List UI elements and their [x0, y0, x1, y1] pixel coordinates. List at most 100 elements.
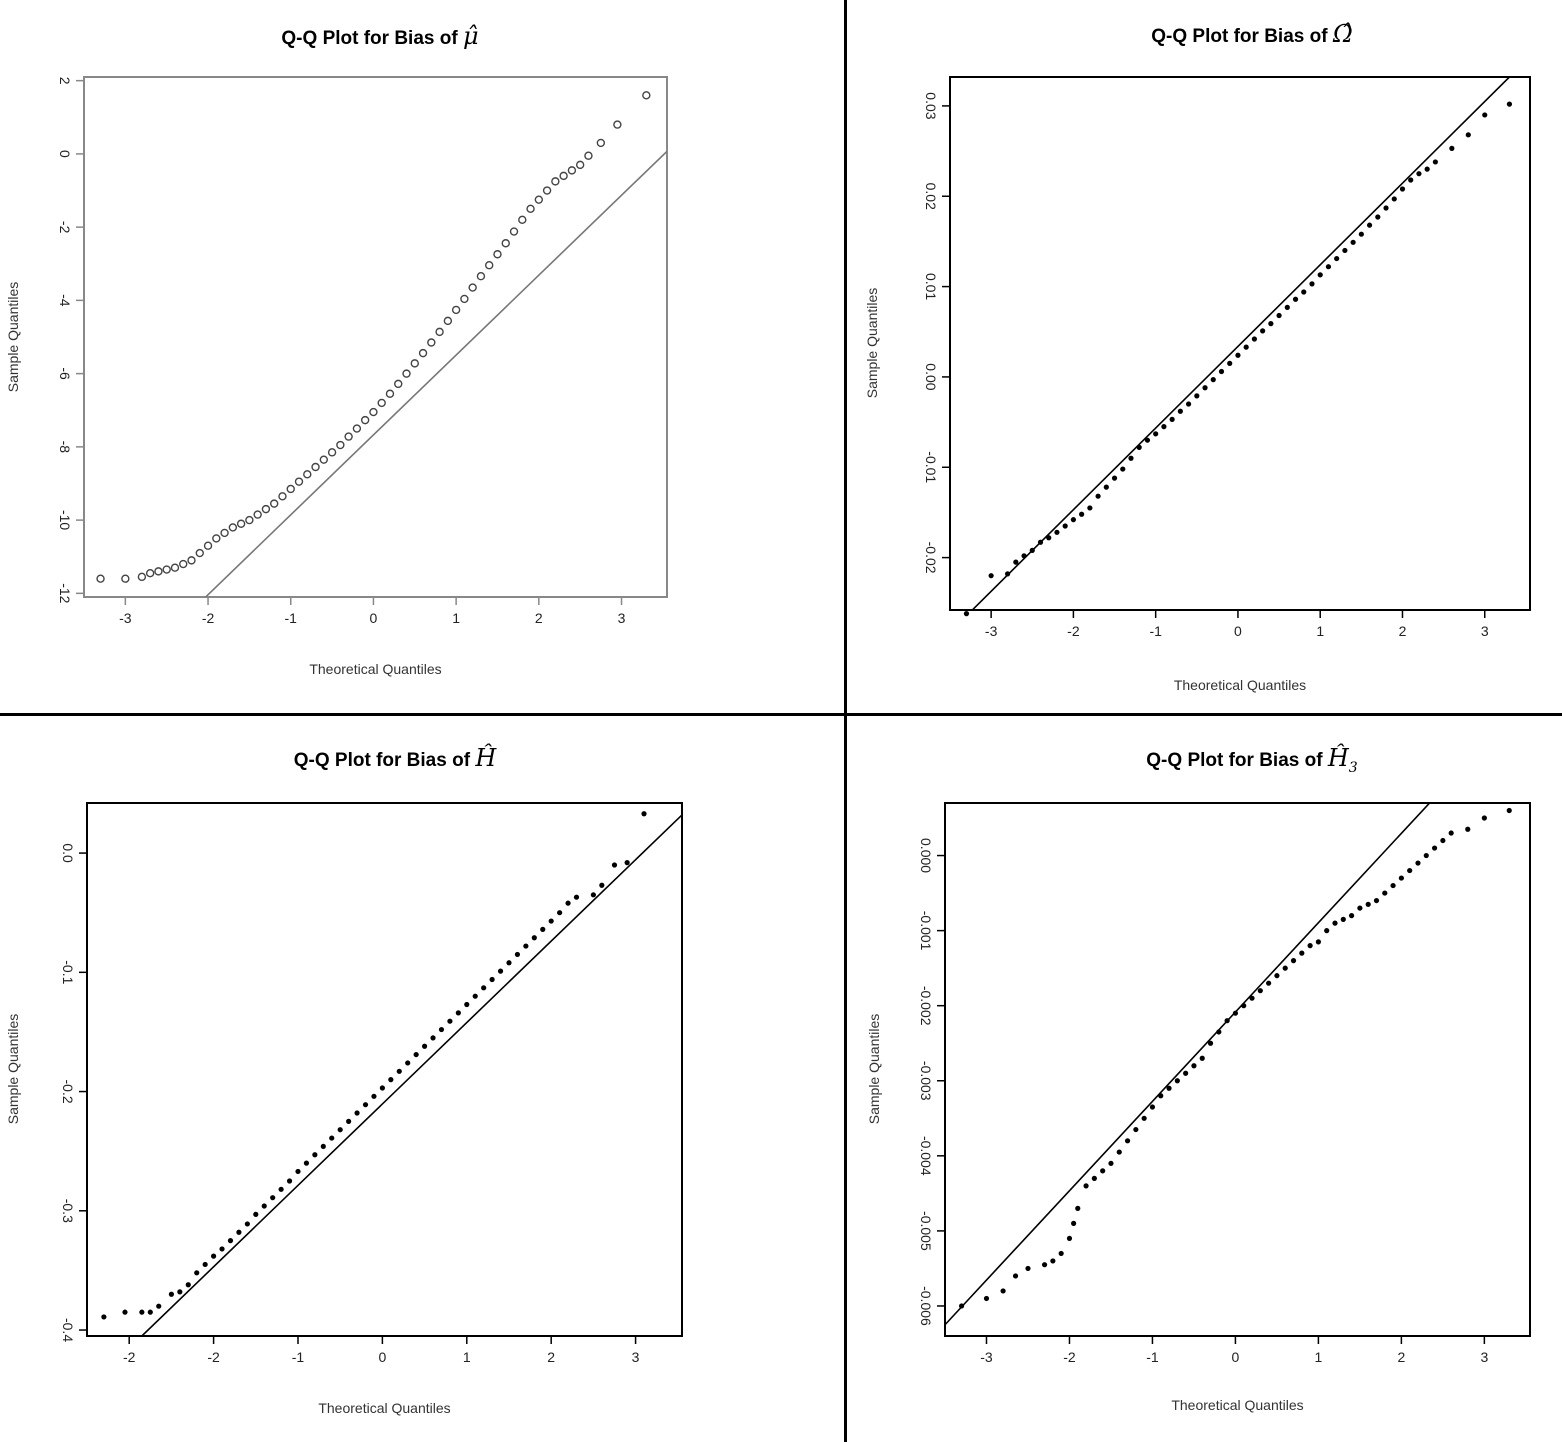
qq-point	[1324, 928, 1330, 934]
qq-point	[1174, 1078, 1180, 1084]
y-tick-label: -0.004	[918, 1136, 934, 1176]
qq-point	[1365, 901, 1371, 907]
qq-point	[1415, 860, 1421, 866]
qq-point	[542, 186, 552, 195]
qq-point	[1292, 296, 1299, 302]
qq-point	[137, 572, 147, 582]
qq-point	[1431, 845, 1438, 851]
qq-point	[1315, 939, 1322, 945]
qq-point	[1199, 1055, 1205, 1061]
qq-point	[311, 462, 320, 472]
qq-plot-mu: Q-Q Plot for Bias of μ̂-3 -2 -1 0 1 2 3-12-10-…	[5, 22, 668, 677]
qq-point	[1079, 511, 1085, 517]
qq-point	[121, 574, 130, 583]
qq-point	[1218, 368, 1225, 375]
y-axis-label: Sample Quantiles	[5, 282, 21, 393]
qq-point	[1111, 475, 1118, 481]
qq-point	[227, 1238, 234, 1244]
y-tick-label: -0.002	[918, 986, 934, 1026]
qq-point	[518, 215, 527, 225]
qq-point	[548, 918, 554, 924]
qq-point	[514, 951, 521, 958]
qq-point	[170, 563, 180, 572]
plot-frame	[949, 76, 1531, 611]
qq-point	[1274, 973, 1280, 979]
qq-point	[1290, 958, 1297, 964]
qq-point	[1166, 1085, 1172, 1091]
qq-points	[96, 91, 651, 583]
chart-title-text: Q-Q Plot for Bias of	[281, 28, 463, 49]
qq-point	[624, 860, 630, 866]
qq-point	[1227, 360, 1233, 366]
x-tick-label: -1	[285, 610, 298, 626]
qq-point	[236, 519, 246, 528]
qq-point	[244, 1221, 250, 1227]
qq-point	[269, 499, 279, 508]
qq-point	[963, 611, 970, 617]
y-tick-label: -0.003	[918, 1061, 934, 1101]
qq-panel-h3: Q-Q Plot for Bias of Ĥ3 -3 -2 -1 0 1 2 3 -0.006-…	[847, 716, 1562, 1442]
qq-point	[1398, 875, 1404, 881]
qq-point	[1241, 1003, 1247, 1009]
qq-point	[421, 1043, 428, 1049]
qq-point	[154, 567, 163, 576]
qq-point	[327, 448, 337, 457]
qq-point	[958, 1303, 965, 1309]
qq-point	[1268, 321, 1274, 327]
qq-point	[294, 477, 304, 486]
qq-point	[219, 1246, 225, 1252]
qq-point	[303, 470, 312, 479]
qq-point	[1066, 1235, 1073, 1242]
x-tick-label: 2	[1397, 1349, 1405, 1365]
qq-point	[1284, 304, 1290, 310]
qq-point	[360, 415, 370, 425]
qq-point	[642, 91, 651, 100]
qq-point	[460, 294, 469, 304]
qq-point	[122, 1309, 128, 1315]
qq-point	[464, 1001, 470, 1008]
qq-point	[1013, 559, 1019, 565]
qq-point	[202, 1261, 208, 1268]
qq-point	[1037, 539, 1044, 545]
qq-point	[220, 528, 229, 538]
qq-point	[1276, 312, 1282, 319]
qq-point	[596, 138, 606, 148]
x-tick-label: 2	[1399, 623, 1407, 639]
qq-point	[101, 1314, 107, 1320]
x-tick-label: 0	[1234, 623, 1242, 639]
qq-reference-line	[141, 814, 682, 1336]
chart-title: Q-Q Plot for Bias of Ĥ	[294, 743, 498, 772]
y-tick-label: 0.000	[918, 838, 934, 873]
qq-point	[388, 1077, 394, 1083]
qq-point	[270, 1195, 276, 1201]
qq-point	[573, 894, 580, 900]
qq-point	[1158, 1093, 1164, 1099]
qq-point	[1235, 352, 1241, 358]
qq-point	[379, 1085, 385, 1091]
x-axis-label: Theoretical Quantiles	[309, 661, 441, 677]
x-tick-label: 0	[370, 610, 378, 626]
qq-point	[1012, 1273, 1019, 1279]
qq-point	[1185, 401, 1192, 407]
qq-point	[1224, 1018, 1230, 1024]
chart-title-text: Q-Q Plot for Bias of	[1146, 750, 1328, 771]
qq-point	[1465, 132, 1471, 138]
y-tick-label: 0.0	[60, 843, 76, 863]
qq-point	[1482, 112, 1488, 118]
qq-point	[1358, 231, 1364, 237]
chart-title-symbol: Ω̂	[1332, 20, 1353, 48]
qq-point	[565, 900, 571, 906]
qq-point	[179, 559, 188, 569]
qq-point	[493, 250, 502, 259]
qq-point	[394, 379, 403, 389]
y-tick-label: -4	[57, 294, 73, 307]
qq-point	[481, 985, 487, 991]
qq-point	[613, 120, 622, 129]
qq-point	[168, 1291, 174, 1297]
qq-panel-omega: Q-Q Plot for Bias of Ω̂ -3 -2 -1 0 1 2 3 -0.02 -0…	[847, 0, 1562, 713]
qq-point	[156, 1303, 162, 1309]
chart-title-text: Q-Q Plot for Bias of	[1151, 26, 1333, 47]
y-axis-label: Sample Quantiles	[5, 1014, 21, 1125]
x-tick-label: -2	[207, 1349, 220, 1365]
qq-point	[1075, 1205, 1081, 1211]
